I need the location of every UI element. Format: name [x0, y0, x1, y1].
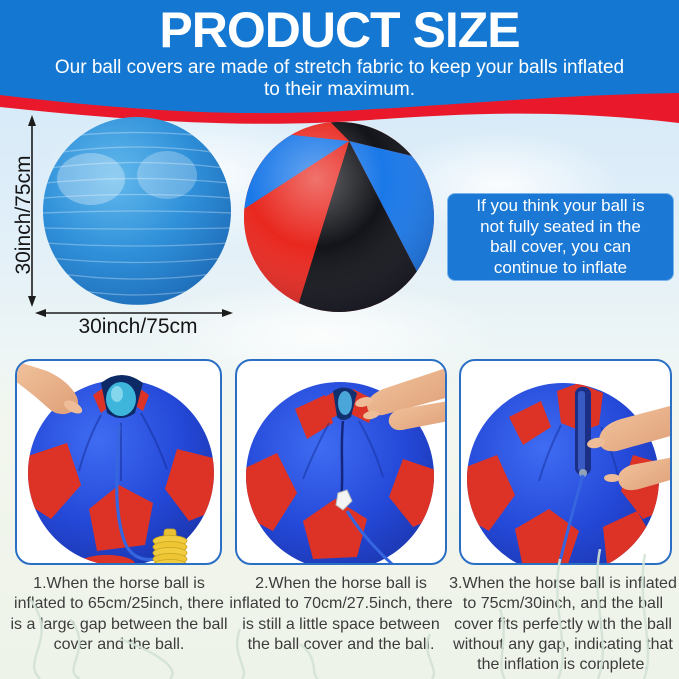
hand-illustration [388, 401, 445, 431]
hand-illustration [618, 457, 670, 491]
arrow-right-icon [222, 309, 233, 317]
page-subtitle: Our ball covers are made of stretch fabr… [0, 57, 679, 101]
subtitle-line-1: Our ball covers are made of stretch fabr… [54, 57, 625, 78]
hand-illustration [367, 368, 445, 416]
ball-highlight [137, 151, 197, 199]
valve-connector [579, 469, 587, 477]
info-line-4: continue to inflate [493, 257, 628, 277]
grass-decoration [28, 549, 650, 679]
inner-ball-highlight [111, 386, 123, 402]
fingers [363, 410, 379, 420]
ball-highlight [57, 153, 125, 205]
info-line-2: not fully seated in the [480, 216, 641, 236]
cover-fold-lines [302, 420, 384, 480]
inflate-info-box: If you think your ball is not fully seat… [447, 193, 674, 281]
info-line-3: ball cover, you can [490, 237, 631, 256]
cover-fold-lines [78, 412, 168, 481]
arrow-up-icon [28, 115, 36, 126]
step-panel-3 [459, 359, 672, 565]
red-patches [246, 389, 434, 559]
fingers [355, 397, 373, 407]
info-line-1: If you think your ball is [476, 196, 645, 215]
air-tube [115, 424, 156, 562]
subtitle-line-2: to their maximum. [264, 79, 415, 101]
ball-cover-illustration-step3 [467, 383, 670, 563]
hand-illustration [599, 406, 670, 452]
fingers [604, 474, 620, 482]
step-panel-2 [235, 359, 447, 565]
width-dimension-label: 30inch/75cm [78, 315, 198, 338]
air-tube [345, 510, 394, 563]
valve-strip-highlight [578, 391, 585, 471]
zipper-pull-icon [335, 489, 353, 511]
zipper-line [339, 420, 345, 500]
banner-blue-shape [0, 0, 679, 114]
pump-icon [152, 528, 188, 563]
step-panel-1 [15, 359, 222, 565]
arrow-down-icon [28, 296, 36, 307]
beach-ball-illustration [244, 122, 435, 313]
ball-cover-illustration-step2 [246, 368, 445, 563]
height-dimension-label: 30inch/75cm [12, 155, 35, 275]
header-banner [0, 0, 679, 124]
inner-ball [338, 391, 352, 415]
dimension-arrows [28, 115, 233, 317]
fingers [587, 437, 605, 449]
page-title: PRODUCT SIZE [159, 2, 520, 58]
arrow-left-icon [35, 309, 46, 317]
step-caption-2: 2.When the horse ball is inflated to 70c… [229, 575, 453, 653]
fingers [63, 400, 83, 414]
exercise-ball-illustration [43, 117, 231, 305]
hand-illustration [17, 361, 78, 415]
ball-cover-illustration-step1 [17, 361, 214, 563]
step-caption-1: 1.When the horse ball is inflated to 65c… [10, 575, 228, 653]
